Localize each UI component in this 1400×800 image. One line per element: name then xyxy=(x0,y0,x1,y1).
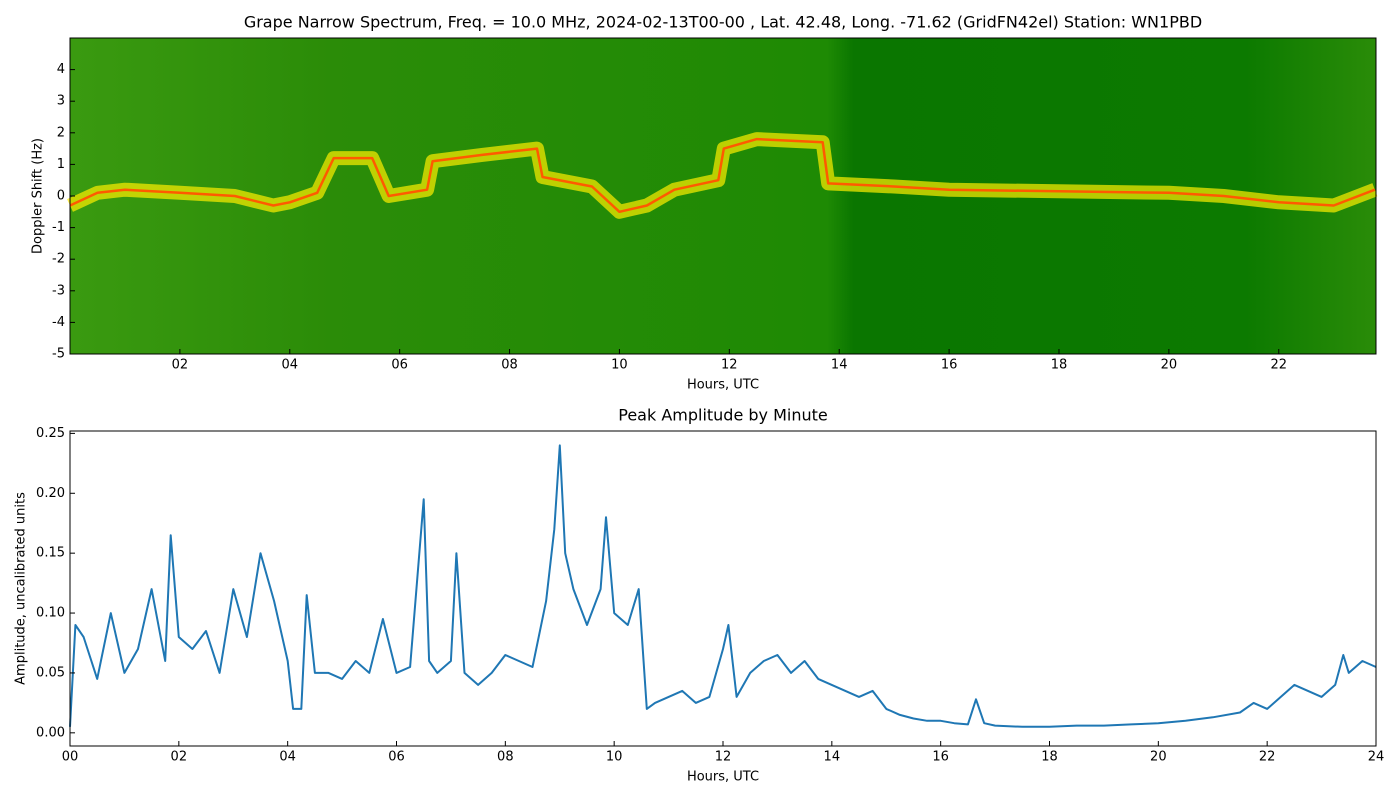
x-tick-label: 02 xyxy=(172,358,189,373)
x-tick-label: 08 xyxy=(501,358,518,373)
x-tick-label: 10 xyxy=(611,358,628,373)
x-tick-label: 06 xyxy=(388,750,405,765)
x-tick-label: 20 xyxy=(1150,750,1167,765)
x-axis-label: Hours, UTC xyxy=(687,378,759,393)
x-tick-label: 18 xyxy=(1051,358,1068,373)
y-tick-label: 0.20 xyxy=(36,486,65,501)
x-tick-label: 16 xyxy=(941,358,958,373)
y-tick-label: -2 xyxy=(52,252,65,267)
x-axis-label: Hours, UTC xyxy=(687,770,759,785)
y-axis-label: Amplitude, uncalibrated units xyxy=(14,492,29,685)
x-tick-label: 04 xyxy=(279,750,296,765)
y-tick-label: 0 xyxy=(57,189,65,204)
x-tick-label: 04 xyxy=(281,358,298,373)
amplitude-line xyxy=(69,444,1377,728)
y-tick-label: 0.00 xyxy=(36,725,65,740)
y-tick-label: 2 xyxy=(57,125,65,140)
x-tick-label: 22 xyxy=(1270,358,1287,373)
y-tick-label: 3 xyxy=(57,94,65,109)
y-tick-label: 0.15 xyxy=(36,546,65,561)
x-tick-label: 10 xyxy=(606,750,623,765)
x-tick-label: 12 xyxy=(721,358,738,373)
y-tick-label: -5 xyxy=(52,347,65,362)
chart-title: Grape Narrow Spectrum, Freq. = 10.0 MHz,… xyxy=(244,13,1202,32)
y-tick-label: -3 xyxy=(52,283,65,298)
x-tick-label: 14 xyxy=(824,750,841,765)
x-tick-label: 16 xyxy=(932,750,949,765)
y-tick-label: 0.25 xyxy=(36,426,65,441)
y-tick-label: 0.05 xyxy=(36,665,65,680)
doppler-trace xyxy=(69,137,1376,214)
y-tick-label: 0.10 xyxy=(36,606,65,621)
chart-title: Peak Amplitude by Minute xyxy=(618,406,828,425)
x-tick-label: 18 xyxy=(1041,750,1058,765)
x-tick-label: 12 xyxy=(715,750,732,765)
x-tick-label: 24 xyxy=(1368,750,1385,765)
x-tick-label: 08 xyxy=(497,750,514,765)
y-tick-label: 1 xyxy=(57,157,65,172)
y-tick-label: 4 xyxy=(57,62,65,77)
x-tick-label: 14 xyxy=(831,358,848,373)
x-tick-label: 06 xyxy=(391,358,408,373)
x-tick-label: 22 xyxy=(1259,750,1276,765)
x-tick-label: 02 xyxy=(171,750,188,765)
x-tick-label: 20 xyxy=(1161,358,1178,373)
y-tick-label: -1 xyxy=(52,220,65,235)
y-tick-label: -4 xyxy=(52,315,65,330)
x-tick-label: 00 xyxy=(62,750,79,765)
plot-frame xyxy=(69,430,1377,747)
y-axis-label: Doppler Shift (Hz) xyxy=(31,138,46,254)
